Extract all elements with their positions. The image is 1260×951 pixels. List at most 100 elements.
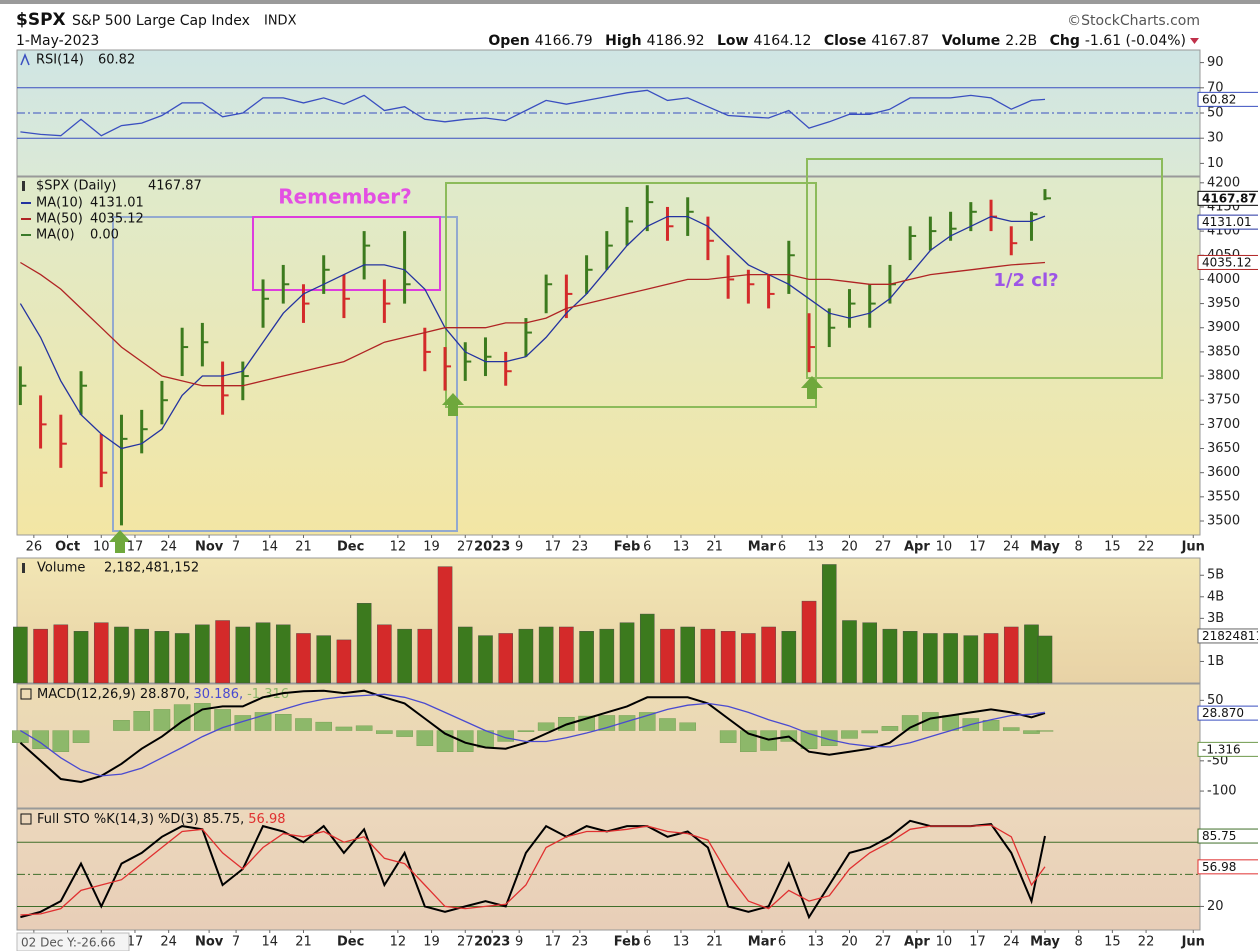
volume-bar <box>13 626 28 684</box>
y-tick-label: 3500 <box>1207 513 1240 528</box>
value-tags: 60.82 4167.87 4131.01 4035.12 2182481152 28.8… <box>1197 91 1258 875</box>
volume-bar <box>397 628 412 684</box>
volume-bar <box>275 624 291 684</box>
legend-label: $SPX (Daily) <box>36 179 116 194</box>
x-tick-label: 14 <box>262 935 279 950</box>
histogram-bar <box>841 730 858 739</box>
x-tick-label: 8 <box>1075 935 1083 950</box>
histogram-bar <box>72 730 90 743</box>
histogram-bar <box>497 730 514 742</box>
value-tag-box <box>1197 91 1258 107</box>
x-tick-label: 17 <box>969 935 986 950</box>
histogram-bar <box>416 730 434 746</box>
volume-bar <box>114 626 129 684</box>
histogram-bar <box>719 730 737 743</box>
value-tag-box <box>1197 214 1258 230</box>
legend-icon <box>20 52 30 66</box>
volume-bar <box>741 633 756 684</box>
x-tick-label: 24 <box>160 540 177 555</box>
quote-value: 2.2B <box>1005 33 1037 49</box>
x-tick-label: 12 <box>390 935 407 950</box>
date: 1-May-2023 <box>16 33 99 49</box>
x-tick-label: 8 <box>1075 540 1083 555</box>
index-name: S&P 500 Large Cap Index <box>72 13 250 29</box>
volume-bar <box>377 624 392 684</box>
histogram-bar <box>456 730 474 752</box>
histogram-bar <box>113 720 130 731</box>
histogram-bar <box>820 730 838 746</box>
value-tag-box <box>1197 859 1258 875</box>
value-tag-box <box>1197 628 1258 644</box>
legend-label: MA(10) <box>36 196 83 211</box>
x-tick-label: 17 <box>545 540 562 555</box>
volume-bar <box>599 628 615 684</box>
volume-bar <box>923 633 938 684</box>
y-tick-label: 4B <box>1207 589 1224 604</box>
x-tick-label: Jun <box>1181 935 1205 950</box>
legend-value: 2,182,481,152 <box>104 561 199 576</box>
x-tick-label: Feb <box>614 540 640 555</box>
exchange: INDX <box>264 14 297 29</box>
x-tick-label: 10 <box>936 540 953 555</box>
y-tick-label: 3700 <box>1207 417 1240 432</box>
volume-bar <box>53 624 69 684</box>
down-arrow <box>1190 38 1199 44</box>
volume-bar <box>33 628 48 684</box>
value-tag: 4167.87 <box>1202 191 1257 205</box>
y-tick-label: 90 <box>1207 55 1224 70</box>
histogram-bar <box>537 722 555 731</box>
legend-value: 4131.01 <box>90 196 144 211</box>
legend: MACD(12,26,9) 28.870, 30.186, -1.316 <box>37 687 289 702</box>
y-tick-label: 3650 <box>1207 441 1240 456</box>
volume-bar <box>174 633 190 684</box>
volume-bar <box>1024 624 1039 684</box>
y-tick-label: 5B <box>1207 568 1224 583</box>
volume-bar <box>316 635 331 684</box>
x-tick-label: May <box>1030 540 1060 555</box>
line <box>20 89 1046 137</box>
volume-bar <box>720 631 736 684</box>
histogram-bar <box>1002 727 1020 731</box>
volume-bar <box>1037 635 1053 684</box>
arrow <box>801 376 823 399</box>
x-tick-label: 10 <box>936 935 953 950</box>
x-tick-label: 13 <box>673 935 690 950</box>
x-tick-label: 24 <box>1003 935 1020 950</box>
value-tag: -1.316 <box>1202 742 1241 756</box>
x-tick-label: 19 <box>423 540 440 555</box>
volume-bar <box>93 622 109 684</box>
price-panel <box>16 176 1201 536</box>
volume-bar <box>296 633 311 684</box>
histogram-bar <box>517 730 535 732</box>
x-tick-label: 24 <box>1003 540 1020 555</box>
volume-bar <box>559 626 574 684</box>
marks: 10 30 50 70 90 RSI(14) 60.82 3500 3550 3600 3650 37… <box>12 53 1240 951</box>
x-tick-label: 7 <box>232 935 240 950</box>
x-tick-label: Dec <box>337 935 364 950</box>
x-tick-label: 21 <box>295 540 312 555</box>
volume-bar <box>619 622 635 684</box>
x-tick-label: 23 <box>572 540 589 555</box>
quote-label: Chg <box>1050 33 1080 49</box>
x-tick-label: 17 <box>969 540 986 555</box>
volume-bar <box>356 603 372 684</box>
x-tick-label: 24 <box>160 935 177 950</box>
volume-bar <box>538 626 554 684</box>
x-tick-label: 13 <box>808 935 825 950</box>
legend-part: Full STO %K(14,3) %D(3) 85.75, <box>37 812 244 827</box>
y-tick-label: 50 <box>1207 693 1224 708</box>
x-tick-label: 22 <box>1138 540 1155 555</box>
volume-bar <box>842 620 857 684</box>
legend-value: 4167.87 <box>148 179 202 194</box>
volume-bar <box>417 628 433 684</box>
volume-bar <box>660 628 675 684</box>
x-tick-label: 21 <box>706 540 723 555</box>
y-tick-label: 3850 <box>1207 344 1240 359</box>
legend-icon <box>22 563 25 573</box>
y-tick-label: 4000 <box>1207 272 1240 287</box>
histogram-bar <box>396 730 413 737</box>
x-tick-label: 12 <box>390 540 407 555</box>
quote-value: 4166.79 <box>535 33 593 49</box>
x-tick-label: 7 <box>232 540 240 555</box>
histogram-bar <box>861 730 878 734</box>
